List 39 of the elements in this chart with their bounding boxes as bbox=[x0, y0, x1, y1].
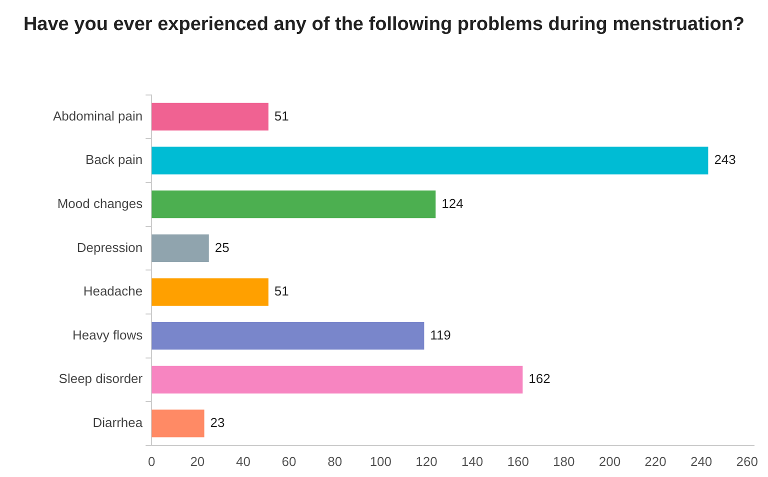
x-tick-label: 140 bbox=[461, 454, 484, 469]
x-tick-label: 20 bbox=[190, 454, 205, 469]
y-tick-label: Mood changes bbox=[57, 196, 144, 211]
bar bbox=[152, 102, 268, 131]
bar bbox=[152, 278, 268, 306]
x-tick-label: 120 bbox=[416, 454, 438, 469]
bar bbox=[152, 234, 209, 262]
x-tick-label: 100 bbox=[370, 454, 392, 469]
data-label: 162 bbox=[528, 371, 550, 386]
x-tick-label: 180 bbox=[553, 454, 575, 469]
y-tick-label: Sleep disorder bbox=[58, 371, 144, 386]
data-label: 124 bbox=[442, 196, 464, 211]
x-tick-label: 260 bbox=[736, 454, 758, 469]
bar bbox=[152, 410, 204, 438]
bar bbox=[152, 146, 708, 174]
x-tick-label: 160 bbox=[507, 454, 529, 469]
y-tick-label: Depression bbox=[76, 240, 143, 255]
x-tick-label: 200 bbox=[598, 454, 621, 469]
x-tick-label: 240 bbox=[690, 454, 712, 469]
data-label: 51 bbox=[274, 108, 289, 124]
data-label: 119 bbox=[430, 327, 451, 342]
y-tick-label: Diarrhea bbox=[92, 415, 144, 430]
bar bbox=[152, 366, 523, 394]
y-tick-label: Abdominal pain bbox=[52, 108, 143, 124]
y-tick-label: Back pain bbox=[86, 152, 143, 168]
x-tick-label: 80 bbox=[328, 454, 342, 469]
x-tick-label: 0 bbox=[148, 454, 156, 469]
x-tick-label: 220 bbox=[644, 454, 666, 469]
data-label: 51 bbox=[274, 284, 289, 299]
data-label: 25 bbox=[214, 240, 230, 255]
data-label: 243 bbox=[714, 152, 736, 168]
bar bbox=[152, 322, 424, 350]
y-tick-label: Headache bbox=[83, 284, 143, 299]
data-label: 23 bbox=[210, 415, 225, 430]
x-tick-label: 40 bbox=[236, 454, 250, 469]
y-tick-label: Heavy flows bbox=[72, 327, 144, 342]
bar bbox=[152, 190, 436, 218]
chart-title: Have you ever experienced any of the following problems during menstruation? bbox=[22, 13, 746, 37]
x-tick-label: 60 bbox=[282, 454, 296, 469]
